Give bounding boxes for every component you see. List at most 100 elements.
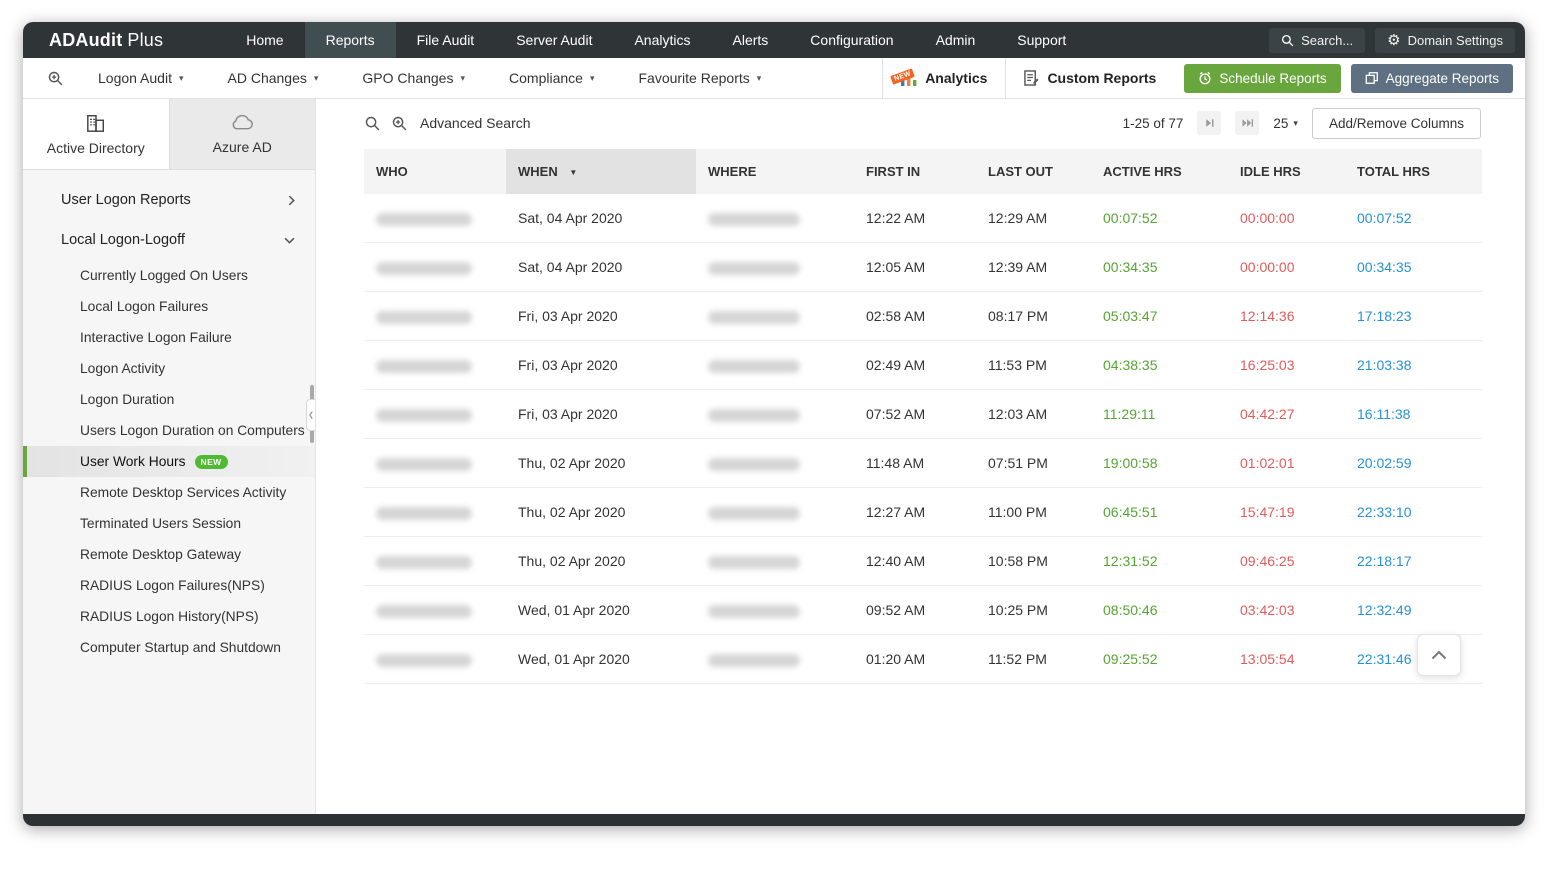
sidebar-item-label: Logon Activity bbox=[80, 361, 166, 376]
cell-idle-hrs: 13:05:54 bbox=[1228, 634, 1345, 684]
sidebar-report-item[interactable]: RADIUS Logon History(NPS) bbox=[23, 601, 315, 632]
cell-where bbox=[696, 634, 854, 684]
report-menu[interactable]: Compliance ▾ bbox=[487, 58, 616, 98]
redacted-value bbox=[376, 555, 472, 569]
section-user-logon-reports[interactable]: User Logon Reports bbox=[23, 180, 315, 220]
page-size-select[interactable]: 25 ▾ bbox=[1273, 116, 1298, 131]
sidebar-report-item[interactable]: User Work Hours NEW bbox=[23, 446, 315, 477]
scroll-to-top-button[interactable] bbox=[1417, 634, 1461, 676]
report-menu[interactable]: AD Changes ▾ bbox=[206, 58, 341, 98]
section-label: User Logon Reports bbox=[61, 192, 191, 208]
custom-reports-button[interactable]: Custom Reports bbox=[1006, 70, 1174, 86]
column-header[interactable]: WHERE ▼ bbox=[696, 149, 854, 194]
sidebar: Active Directory Azure AD User Logon Rep… bbox=[23, 99, 316, 814]
column-header-label: ACTIVE HRS bbox=[1103, 164, 1182, 179]
global-search-button[interactable]: Search... bbox=[1269, 27, 1366, 53]
top-navbar: ADAudit Plus Home Reports File Audit Server… bbox=[23, 22, 1525, 58]
advanced-search-button[interactable] bbox=[391, 115, 408, 132]
table-search-button[interactable] bbox=[364, 115, 381, 132]
add-remove-columns-button[interactable]: Add/Remove Columns bbox=[1311, 107, 1481, 139]
cell-where bbox=[696, 291, 854, 341]
redacted-value bbox=[376, 653, 472, 667]
last-page-button[interactable] bbox=[1235, 111, 1260, 135]
report-menu[interactable]: Logon Audit ▾ bbox=[76, 58, 206, 98]
nav-item[interactable]: Support bbox=[1017, 32, 1067, 48]
cell-total-hrs: 22:33:10 bbox=[1345, 487, 1482, 537]
column-header-label: LAST OUT bbox=[988, 164, 1053, 179]
column-header-label: WHO bbox=[376, 164, 408, 179]
redacted-value bbox=[708, 457, 800, 471]
nav-item[interactable]: Analytics bbox=[634, 32, 691, 48]
nav-item[interactable]: Admin bbox=[935, 32, 976, 48]
sidebar-report-item[interactable]: Interactive Logon Failure bbox=[23, 322, 315, 353]
table-row: Thu, 02 Apr 2020 11:48 AM 07:51 PM 19:00… bbox=[364, 438, 1482, 488]
column-header[interactable]: FIRST IN ▼ bbox=[854, 149, 976, 194]
aggregate-reports-button[interactable]: Aggregate Reports bbox=[1350, 63, 1513, 93]
redacted-value bbox=[376, 457, 472, 471]
cell-when: Thu, 02 Apr 2020 bbox=[506, 438, 696, 488]
tab-active-directory[interactable]: Active Directory bbox=[23, 99, 169, 169]
quick-search-icon[interactable] bbox=[23, 58, 76, 98]
sidebar-report-item[interactable]: Currently Logged On Users bbox=[23, 260, 315, 291]
cell-total-hrs: 12:32:49 bbox=[1345, 585, 1482, 635]
report-menu[interactable]: GPO Changes ▾ bbox=[340, 58, 487, 98]
nav-item[interactable]: Server Audit bbox=[516, 32, 593, 48]
cell-total-hrs: 00:07:52 bbox=[1345, 194, 1482, 243]
cell-who bbox=[364, 389, 506, 439]
cell-first-in: 12:27 AM bbox=[854, 487, 976, 537]
sidebar-report-item[interactable]: Remote Desktop Services Activity bbox=[23, 477, 315, 508]
sidebar-report-item[interactable]: Users Logon Duration on Computers bbox=[23, 415, 315, 446]
schedule-reports-button[interactable]: Schedule Reports bbox=[1184, 63, 1341, 93]
table-row: Thu, 02 Apr 2020 12:40 AM 10:58 PM 12:31… bbox=[364, 536, 1482, 586]
section-local-logon-logoff[interactable]: Local Logon-Logoff bbox=[23, 220, 315, 260]
sidebar-report-item[interactable]: Terminated Users Session bbox=[23, 508, 315, 539]
search-icon bbox=[1282, 34, 1294, 46]
sidebar-item-label: User Work Hours bbox=[80, 454, 186, 469]
domain-settings-button[interactable]: ⚙ Domain Settings bbox=[1375, 27, 1515, 53]
cell-who bbox=[364, 291, 506, 341]
nav-item[interactable]: Home bbox=[246, 32, 284, 48]
table-row: Fri, 03 Apr 2020 02:58 AM 08:17 PM 05:03… bbox=[364, 291, 1482, 341]
column-header[interactable]: LAST OUT ▼ bbox=[976, 149, 1091, 194]
column-header-label: IDLE HRS bbox=[1240, 164, 1301, 179]
redacted-value bbox=[708, 310, 800, 324]
global-search-label: Search... bbox=[1301, 32, 1354, 48]
column-header[interactable]: WHO ▼ bbox=[364, 149, 506, 194]
sidebar-report-item[interactable]: Logon Duration bbox=[23, 384, 315, 415]
sidebar-report-item[interactable]: Logon Activity bbox=[23, 353, 315, 384]
column-header[interactable]: TOTAL HRS ▼ bbox=[1345, 149, 1482, 194]
analytics-shortcut[interactable]: NEW Analytics bbox=[883, 68, 1005, 86]
advanced-search-label[interactable]: Advanced Search bbox=[420, 115, 531, 131]
report-menu-label: AD Changes bbox=[227, 70, 307, 86]
cell-active-hrs: 06:45:51 bbox=[1091, 487, 1228, 537]
chevron-down-icon bbox=[284, 237, 295, 244]
cell-last-out: 07:51 PM bbox=[976, 438, 1091, 488]
redacted-value bbox=[708, 506, 800, 520]
cell-when: Fri, 03 Apr 2020 bbox=[506, 291, 696, 341]
cell-first-in: 01:20 AM bbox=[854, 634, 976, 684]
column-header-label: FIRST IN bbox=[866, 164, 921, 179]
analytics-label: Analytics bbox=[925, 70, 988, 86]
cell-total-hrs: 16:11:38 bbox=[1345, 389, 1482, 439]
sidebar-collapse-handle[interactable]: ❮ bbox=[306, 399, 315, 431]
sidebar-report-item[interactable]: Local Logon Failures bbox=[23, 291, 315, 322]
sidebar-report-item[interactable]: Remote Desktop Gateway bbox=[23, 539, 315, 570]
tab-azure-ad[interactable]: Azure AD bbox=[168, 99, 316, 169]
cell-who bbox=[364, 585, 506, 635]
nav-item[interactable]: Reports bbox=[304, 22, 396, 58]
nav-item[interactable]: Configuration bbox=[810, 32, 894, 48]
next-page-button[interactable] bbox=[1197, 111, 1222, 135]
column-header[interactable]: IDLE HRS ▼ bbox=[1228, 149, 1345, 194]
redacted-value bbox=[376, 604, 472, 618]
cell-last-out: 08:17 PM bbox=[976, 291, 1091, 341]
sidebar-report-item[interactable]: RADIUS Logon Failures(NPS) bbox=[23, 570, 315, 601]
column-header[interactable]: ACTIVE HRS ▼ bbox=[1091, 149, 1228, 194]
aggregate-reports-label: Aggregate Reports bbox=[1385, 70, 1499, 86]
nav-item[interactable]: Alerts bbox=[732, 32, 769, 48]
report-menu[interactable]: Favourite Reports ▾ bbox=[616, 58, 783, 98]
nav-item[interactable]: File Audit bbox=[416, 32, 475, 48]
sidebar-report-item[interactable]: Computer Startup and Shutdown bbox=[23, 632, 315, 663]
column-header[interactable]: WHEN ▼ bbox=[506, 149, 696, 194]
cell-last-out: 11:52 PM bbox=[976, 634, 1091, 684]
directory-tabs: Active Directory Azure AD bbox=[23, 99, 315, 170]
